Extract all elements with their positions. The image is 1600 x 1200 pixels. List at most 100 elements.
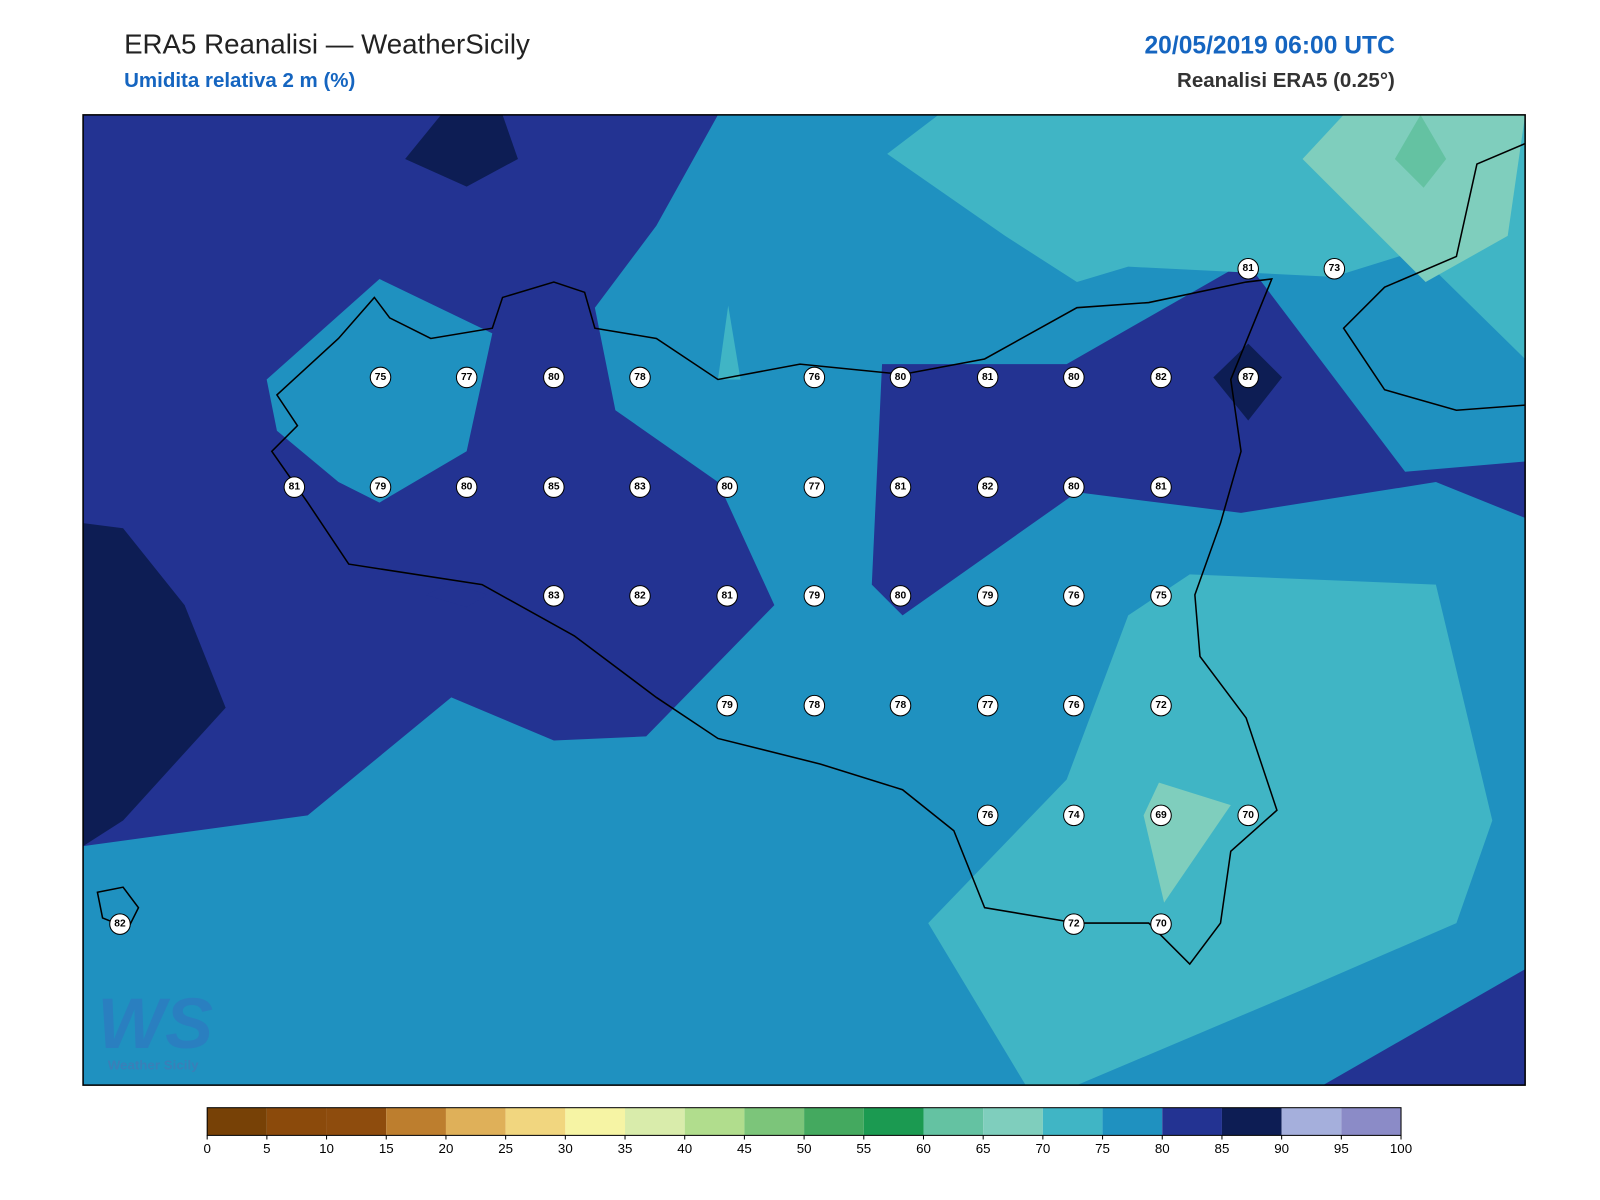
station-marker xyxy=(1150,366,1172,389)
station-marker xyxy=(283,476,306,498)
colorbar-bin xyxy=(207,1107,267,1136)
station-marker xyxy=(1063,585,1085,607)
coastline xyxy=(1342,142,1526,412)
colorbar: 0 5 10 15 20 25 30 35 40 45 50 55 60 65 70 75 80 85 90 95 10… xyxy=(203,1107,1412,1156)
station-value: 80 xyxy=(721,482,733,493)
station-value: 81 xyxy=(289,482,301,493)
station-marker xyxy=(1150,585,1172,607)
station-marker xyxy=(889,585,912,607)
station-marker xyxy=(716,476,738,498)
contour xyxy=(1302,114,1526,283)
station-marker xyxy=(976,694,999,717)
colorbar-bin xyxy=(1162,1107,1222,1136)
colorbar-tick-label: 10 xyxy=(319,1141,334,1156)
colorbar-bin xyxy=(1221,1107,1282,1136)
logo-mark: WS xyxy=(97,984,213,1064)
station-marker xyxy=(1237,804,1259,827)
station-marker xyxy=(1150,913,1172,935)
station-marker xyxy=(716,694,738,717)
station-marker xyxy=(369,476,392,498)
station-value: 75 xyxy=(1155,590,1167,601)
station-marker xyxy=(543,585,565,607)
colorbar-bin xyxy=(625,1107,685,1136)
colorbar-tick-label: 30 xyxy=(558,1141,573,1156)
station-marker xyxy=(629,366,651,389)
station-marker xyxy=(1063,804,1085,827)
station-value: 81 xyxy=(982,372,994,383)
station-value: 79 xyxy=(721,700,733,711)
station-marker xyxy=(889,476,912,498)
colorbar-bin xyxy=(983,1107,1043,1136)
colorbar-tick-label: 60 xyxy=(916,1141,931,1156)
colorbar-tick-label: 100 xyxy=(1390,1141,1412,1156)
station-marker xyxy=(976,804,999,827)
station-marker xyxy=(543,366,565,389)
station-marker xyxy=(543,476,565,498)
colorbar-bin xyxy=(744,1107,805,1136)
colorbar-tick-label: 20 xyxy=(439,1141,454,1156)
colorbar-tick-label: 80 xyxy=(1155,1141,1170,1156)
source: Reanalisi ERA5 (0.25°) xyxy=(1177,69,1395,92)
station-marker xyxy=(803,476,826,498)
station-value: 82 xyxy=(634,590,646,601)
map: 81 73 75 77 80 78 76 80 81 80 82 87 81 79 80 85 83 80 77 81… xyxy=(83,114,1526,1086)
colorbar-bin xyxy=(804,1107,864,1136)
colorbar-tick-label: 90 xyxy=(1274,1141,1289,1156)
contour xyxy=(266,278,493,503)
station-value: 85 xyxy=(548,482,560,493)
station-value: 82 xyxy=(1155,372,1167,383)
contour xyxy=(405,114,518,187)
colorbar-bin xyxy=(684,1107,745,1136)
colorbar-bin xyxy=(923,1107,984,1136)
colorbar-tick-label: 70 xyxy=(1035,1141,1050,1156)
station-marker xyxy=(803,585,826,607)
station-value: 76 xyxy=(982,810,994,821)
station-value: 76 xyxy=(1068,700,1080,711)
station-marker xyxy=(455,476,478,498)
station-value: 81 xyxy=(1155,482,1167,493)
colorbar-bin xyxy=(505,1107,566,1136)
station-value: 72 xyxy=(1068,919,1080,930)
station-marker xyxy=(976,476,999,498)
station-value: 81 xyxy=(895,482,907,493)
colorbar-bin xyxy=(1281,1107,1342,1136)
contour xyxy=(83,523,226,847)
station-value: 82 xyxy=(982,482,994,493)
station-marker xyxy=(889,366,912,389)
colorbar-tick-label: 55 xyxy=(856,1141,871,1156)
station-marker xyxy=(1063,694,1085,717)
station-marker xyxy=(976,366,999,389)
station-value: 73 xyxy=(1329,263,1341,274)
station-value: 82 xyxy=(114,919,126,930)
station-value: 79 xyxy=(375,482,387,493)
contour xyxy=(871,261,1526,616)
station-marker xyxy=(629,585,651,607)
station-value: 79 xyxy=(982,590,994,601)
colorbar-tick-label: 95 xyxy=(1334,1141,1349,1156)
station-marker xyxy=(803,366,826,389)
colorbar-tick-label: 65 xyxy=(976,1141,991,1156)
station-value: 69 xyxy=(1155,810,1167,821)
station-value: 78 xyxy=(809,700,821,711)
station-marker xyxy=(1150,476,1172,498)
coastline xyxy=(270,278,1278,966)
stations: 81 73 75 77 80 78 76 80 81 80 82 87 81 79 80 85 83 80 77 81… xyxy=(109,257,1346,935)
logo-name: Weather Sicily xyxy=(108,1058,199,1073)
island xyxy=(96,886,140,930)
colorbar-bin xyxy=(565,1107,626,1136)
station-value: 87 xyxy=(1243,372,1255,383)
colorbar-tick-label: 85 xyxy=(1215,1141,1230,1156)
station-marker xyxy=(716,585,738,607)
station-marker xyxy=(1237,366,1259,389)
station-marker xyxy=(1150,694,1172,717)
station-value: 80 xyxy=(1068,482,1080,493)
station-marker xyxy=(1063,476,1085,498)
station-marker xyxy=(629,476,651,498)
station-marker xyxy=(1063,366,1085,389)
date: 20/05/2019 06:00 UTC xyxy=(1144,32,1395,59)
colorbar-tick-label: 75 xyxy=(1095,1141,1110,1156)
station-value: 75 xyxy=(375,372,387,383)
station-value: 77 xyxy=(982,700,994,711)
station-value: 70 xyxy=(1155,919,1167,930)
station-value: 83 xyxy=(548,590,560,601)
